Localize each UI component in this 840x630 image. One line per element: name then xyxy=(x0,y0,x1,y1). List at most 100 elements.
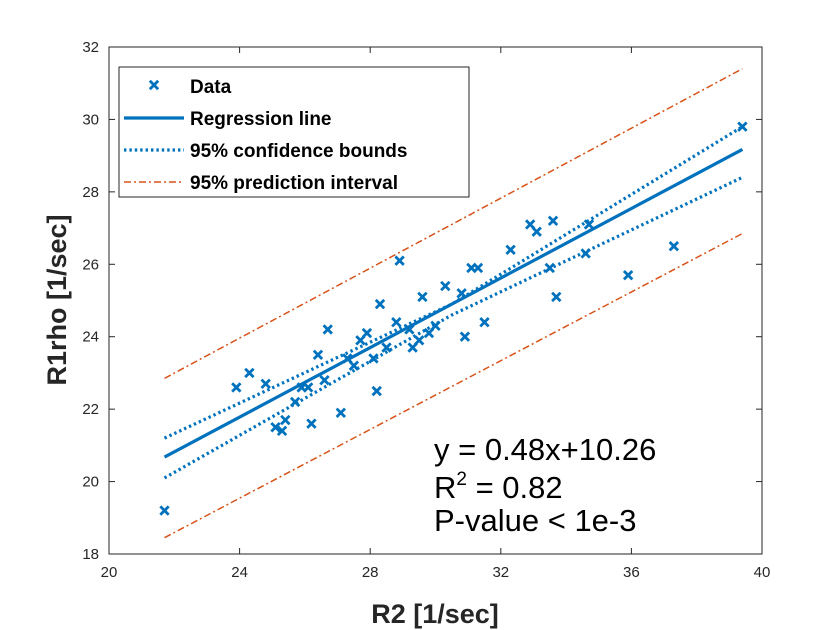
data-point-stroke xyxy=(479,317,490,328)
data-point-32 xyxy=(440,280,451,292)
r-squared-superscript: 2 xyxy=(456,469,467,490)
legend-marker-data xyxy=(148,79,160,91)
data-point-46 xyxy=(622,269,634,281)
data-point-stroke xyxy=(440,280,451,292)
stats-annotation: y = 0.48x+10.26 R2 = 0.82 P-value < 1e-3 xyxy=(434,432,656,538)
data-point-stroke xyxy=(302,382,314,393)
data-point-stroke xyxy=(505,244,516,255)
legend-item-regression: Regression line xyxy=(124,109,332,130)
r-squared-value: = 0.82 xyxy=(467,470,563,505)
data-point-23 xyxy=(381,342,392,353)
y-tick-label: 28 xyxy=(82,184,99,201)
legend-item-confidence: 95% confidence bounds xyxy=(124,141,407,162)
data-point-stroke xyxy=(312,349,324,361)
data-point-47 xyxy=(668,240,680,252)
data-point-stroke xyxy=(371,385,382,397)
data-point-7 xyxy=(280,414,291,426)
data-point-stroke xyxy=(306,418,317,429)
data-point-26 xyxy=(404,324,415,335)
data-point-28 xyxy=(413,335,425,346)
data-point-stroke xyxy=(148,79,160,91)
data-point-stroke xyxy=(456,288,467,299)
data-point-25 xyxy=(394,255,405,266)
p-value-text: P-value < 1e-3 xyxy=(434,503,636,538)
data-point-42 xyxy=(547,215,559,227)
data-point-stroke xyxy=(547,215,559,227)
legend-item-data: Data xyxy=(148,77,232,98)
data-point-stroke xyxy=(381,342,392,353)
data-point-stroke xyxy=(583,219,595,230)
data-point-stroke xyxy=(335,407,347,418)
data-point-stroke xyxy=(374,298,386,310)
legend-box xyxy=(118,66,470,198)
data-point-38 xyxy=(505,244,516,255)
y-tick-label: 22 xyxy=(82,401,99,418)
prediction-interval-lower xyxy=(164,232,743,539)
data-point-15 xyxy=(335,407,347,418)
data-point-33 xyxy=(456,288,467,299)
x-tick-label: 20 xyxy=(101,564,118,581)
data-point-stroke xyxy=(342,353,353,364)
data-point-41 xyxy=(544,262,555,274)
data-point-29 xyxy=(417,291,428,303)
confidence-bound-lower xyxy=(163,175,744,480)
y-tick-label: 26 xyxy=(82,256,99,273)
data-point-stroke xyxy=(361,327,373,339)
data-point-stroke xyxy=(668,240,680,252)
data-point-stroke xyxy=(737,121,748,132)
data-point-5 xyxy=(270,422,281,433)
data-point-stroke xyxy=(319,374,330,386)
legend-item-prediction: 95% prediction interval xyxy=(124,173,398,194)
data-point-31 xyxy=(430,320,441,332)
data-point-stroke xyxy=(413,335,425,346)
data-point-stroke xyxy=(580,248,591,259)
data-point-48 xyxy=(737,121,748,132)
data-point-14 xyxy=(322,324,333,335)
data-point-45 xyxy=(583,219,595,230)
data-point-stroke xyxy=(260,378,271,389)
data-point-stroke xyxy=(270,422,281,433)
legend: Data Regression line 95% confidence bounds… xyxy=(118,66,470,198)
data-point-37 xyxy=(479,317,490,328)
y-tick-label: 32 xyxy=(82,39,99,56)
data-point-21 xyxy=(371,385,382,397)
data-point-19 xyxy=(361,327,373,339)
r-squared-text: R2 = 0.82 xyxy=(434,469,563,505)
plot-content xyxy=(159,68,748,539)
data-point-12 xyxy=(312,349,324,361)
data-point-2 xyxy=(231,382,242,393)
y-tick-label: 30 xyxy=(82,111,99,128)
x-tick-label: 36 xyxy=(623,564,640,581)
data-point-stroke xyxy=(404,324,415,335)
data-point-stroke xyxy=(368,353,379,364)
data-point-stroke xyxy=(391,317,402,328)
data-point-stroke xyxy=(322,324,333,335)
data-point-44 xyxy=(580,248,591,259)
y-tick-label: 20 xyxy=(82,474,99,491)
data-point-11 xyxy=(306,418,317,429)
data-point-stroke xyxy=(244,367,255,379)
data-point-stroke xyxy=(159,505,170,516)
data-point-13 xyxy=(319,374,330,386)
data-point-10 xyxy=(302,382,314,393)
data-point-stroke xyxy=(430,320,441,332)
data-point-6 xyxy=(276,425,288,437)
data-point-43 xyxy=(551,291,562,303)
data-point-stroke xyxy=(622,269,634,281)
data-point-36 xyxy=(472,262,484,274)
data-point-22 xyxy=(374,298,386,310)
data-point-stroke xyxy=(289,396,301,408)
data-point-stroke xyxy=(276,425,288,437)
data-point-8 xyxy=(289,396,301,408)
data-point-40 xyxy=(531,226,542,237)
axes-box xyxy=(108,46,763,555)
data-point-stroke xyxy=(394,255,405,266)
legend-label: 95% confidence bounds xyxy=(190,141,407,162)
data-point-34 xyxy=(459,331,471,342)
data-point-stroke xyxy=(551,291,562,303)
data-point-stroke xyxy=(531,226,542,237)
regression-line xyxy=(163,148,744,459)
data-point-stroke xyxy=(524,219,536,230)
y-tick-label: 18 xyxy=(82,546,99,563)
